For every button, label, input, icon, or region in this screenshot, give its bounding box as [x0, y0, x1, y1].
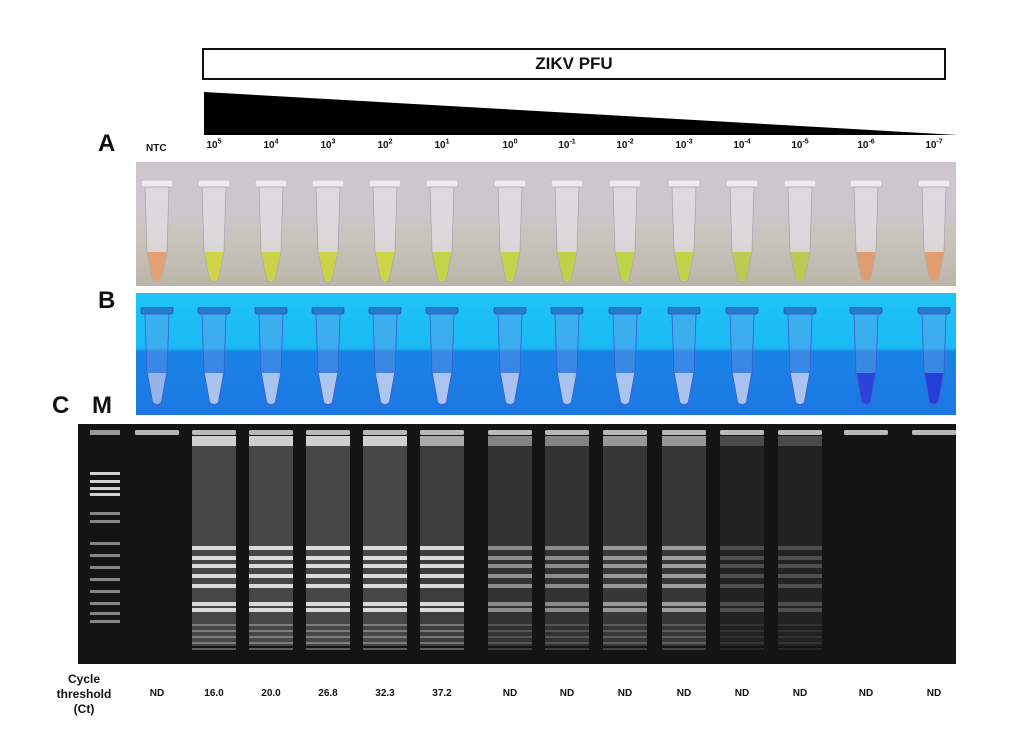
- dilution-exponent: -3: [686, 138, 693, 146]
- ct-value: ND: [858, 688, 874, 699]
- ct-value: ND: [617, 688, 633, 699]
- tube-colorimetric: [254, 180, 288, 283]
- ct-value: ND: [792, 688, 808, 699]
- ct-value: ND: [502, 688, 518, 699]
- ct-value: 20.0: [261, 688, 281, 699]
- dilution-label: 10-1: [558, 138, 576, 151]
- dilution-exponent: -7: [936, 138, 943, 146]
- ct-value: 26.8: [318, 688, 338, 699]
- zikv-pfu-title-text: ZIKV PFU: [535, 54, 613, 73]
- dilution-label: 101: [434, 138, 450, 151]
- dilution-label: 102: [377, 138, 393, 151]
- tube-fluorescent: [254, 307, 288, 406]
- dilution-exponent: -4: [744, 138, 751, 146]
- tube-colorimetric: [725, 180, 759, 283]
- tube-fluorescent: [608, 307, 642, 406]
- gel-image: [90, 430, 956, 650]
- panel-c-gel: [78, 424, 956, 664]
- ct-label-line: Cycle: [67, 672, 101, 686]
- dilution-exponent: -6: [868, 138, 875, 146]
- dilution-base: 10: [675, 140, 687, 151]
- dilution-label: 10-5: [791, 138, 809, 151]
- tube-fluorescent: [311, 307, 345, 406]
- dilution-exponent: 5: [217, 138, 222, 146]
- panel-a-photo: [136, 162, 956, 286]
- dilution-label: 105: [206, 138, 222, 151]
- tube-colorimetric: [140, 180, 174, 283]
- panel-b-photo: [136, 293, 956, 415]
- dilution-base: 10: [502, 140, 514, 151]
- dilution-exponent: -1: [569, 138, 576, 146]
- tube-fluorescent: [667, 307, 701, 406]
- dilution-base: 10: [857, 140, 869, 151]
- panel-label-b: B: [98, 287, 116, 314]
- tube-fluorescent: [368, 307, 402, 406]
- ct-label-line: (Ct): [73, 702, 95, 716]
- ct-value: ND: [676, 688, 692, 699]
- tube-colorimetric: [783, 180, 817, 283]
- dilution-label: 10-7: [925, 138, 943, 151]
- dilution-base: 10: [733, 140, 745, 151]
- ntc-label: NTC: [146, 143, 167, 154]
- dilution-exponent: 2: [388, 138, 393, 146]
- panel-label-c: C: [52, 392, 70, 419]
- tube-colorimetric: [550, 180, 584, 283]
- tube-colorimetric: [849, 180, 883, 283]
- ct-label-line: threshold: [56, 687, 112, 701]
- dilution-base: 10: [925, 140, 937, 151]
- dilution-label: 104: [263, 138, 279, 151]
- zikv-pfu-title: ZIKV PFU: [202, 48, 946, 80]
- tube-colorimetric: [917, 180, 951, 283]
- ct-value: 37.2: [432, 688, 452, 699]
- ct-label: Cycle threshold (Ct): [52, 672, 116, 717]
- dilution-label: 10-4: [733, 138, 751, 151]
- dilution-label: 10-6: [857, 138, 875, 151]
- tube-colorimetric: [197, 180, 231, 283]
- tube-fluorescent: [783, 307, 817, 406]
- dilution-exponent: -5: [802, 138, 809, 146]
- tube-colorimetric: [493, 180, 527, 283]
- ct-value: ND: [734, 688, 750, 699]
- tube-fluorescent: [425, 307, 459, 406]
- tube-fluorescent: [917, 307, 951, 406]
- dilution-base: 10: [616, 140, 628, 151]
- ct-value: ND: [559, 688, 575, 699]
- tube-fluorescent: [197, 307, 231, 406]
- dilution-label: 10-2: [616, 138, 634, 151]
- tube-colorimetric: [425, 180, 459, 283]
- tube-fluorescent: [849, 307, 883, 406]
- dilution-label: 100: [502, 138, 518, 151]
- tube-colorimetric: [311, 180, 345, 283]
- tube-fluorescent: [550, 307, 584, 406]
- panel-label-a: A: [98, 130, 116, 157]
- dilution-label: 103: [320, 138, 336, 151]
- dilution-base: 10: [558, 140, 570, 151]
- dilution-base: 10: [377, 140, 389, 151]
- dilution-exponent: 1: [445, 138, 450, 146]
- tube-fluorescent: [725, 307, 759, 406]
- dilution-exponent: 0: [513, 138, 518, 146]
- dilution-label: 10-3: [675, 138, 693, 151]
- dilution-exponent: 3: [331, 138, 336, 146]
- tube-colorimetric: [368, 180, 402, 283]
- ct-value: 32.3: [375, 688, 395, 699]
- ct-value: 16.0: [204, 688, 224, 699]
- tube-fluorescent: [493, 307, 527, 406]
- dilution-base: 10: [263, 140, 275, 151]
- dilution-base: 10: [206, 140, 218, 151]
- tube-colorimetric: [608, 180, 642, 283]
- ct-value: ND: [149, 688, 165, 699]
- dilution-base: 10: [434, 140, 446, 151]
- dilution-base: 10: [791, 140, 803, 151]
- marker-label: M: [92, 392, 112, 419]
- dilution-exponent: -2: [627, 138, 634, 146]
- dilution-wedge: [204, 92, 958, 135]
- dilution-base: 10: [320, 140, 332, 151]
- tube-colorimetric: [667, 180, 701, 283]
- tube-fluorescent: [140, 307, 174, 406]
- dilution-exponent: 4: [274, 138, 279, 146]
- ct-value: ND: [926, 688, 942, 699]
